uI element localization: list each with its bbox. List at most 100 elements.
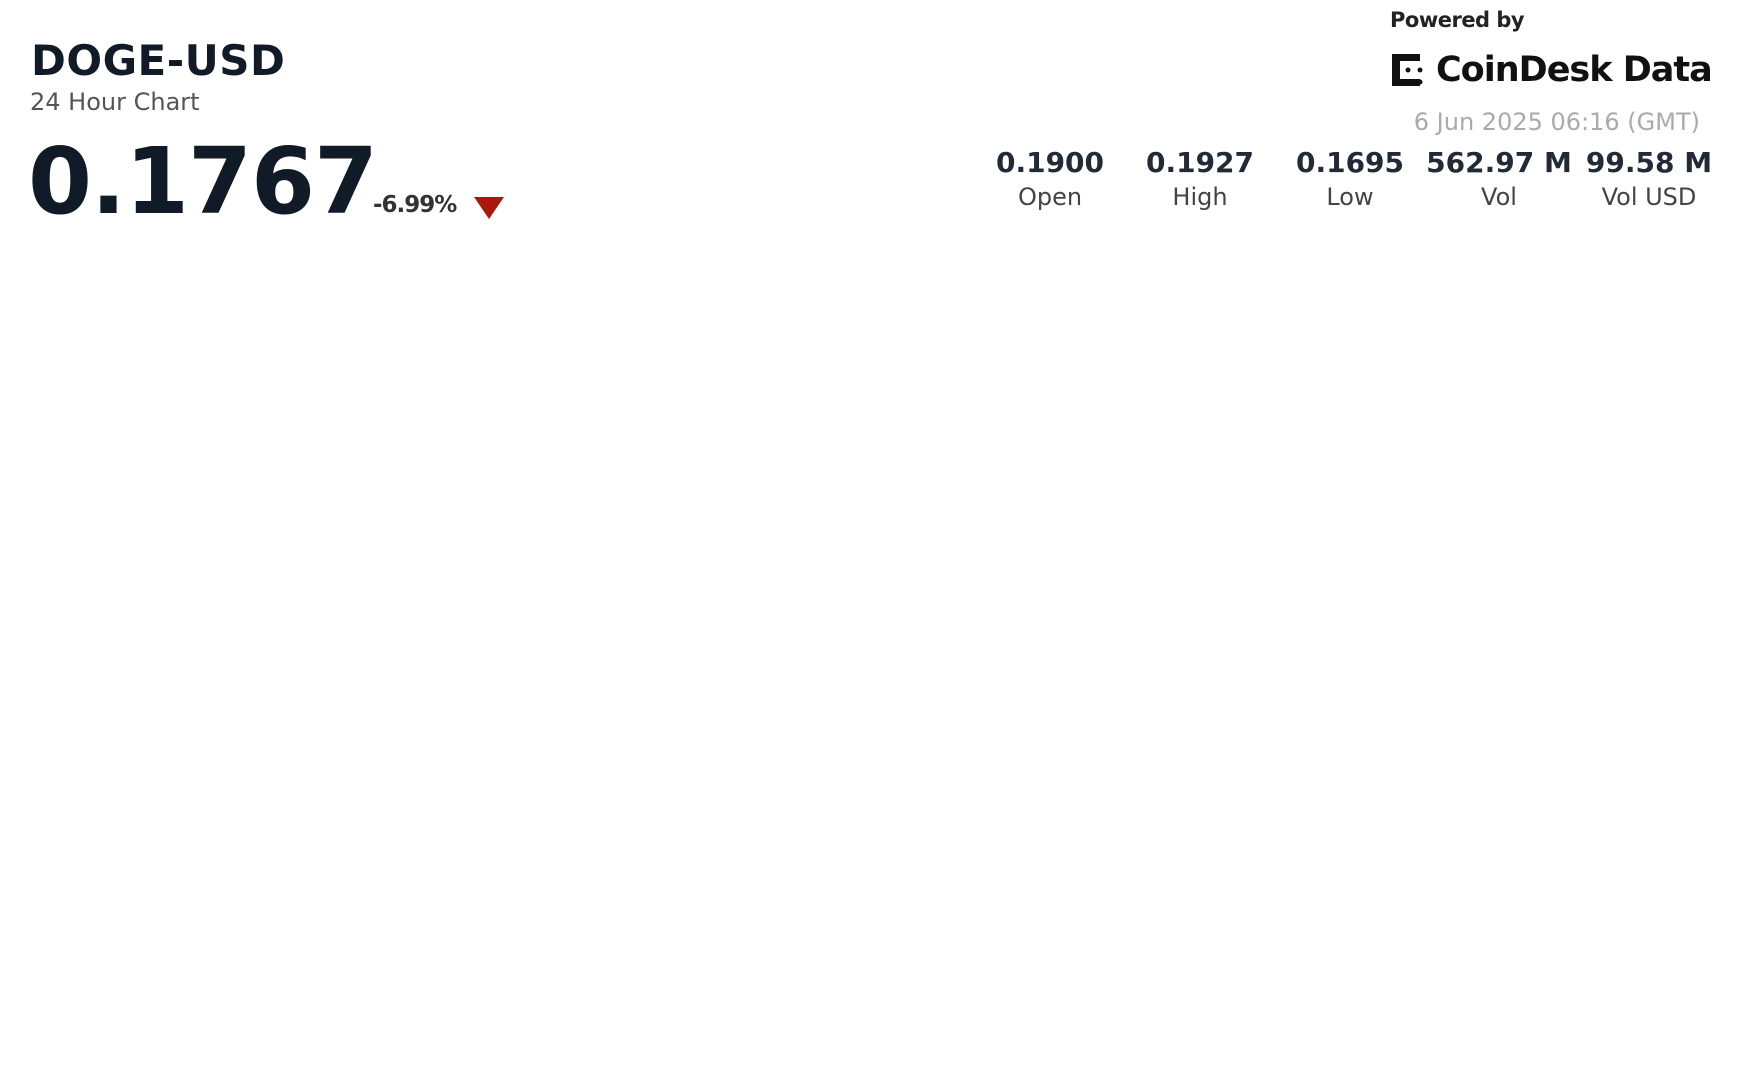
stat-label: Vol [1481,183,1517,211]
volume-bar [1442,1069,1452,1080]
volume-bar [1232,1063,1242,1080]
volume-bar [1170,1040,1180,1080]
volume-bar [82,1065,93,1080]
volume-bar [342,1042,352,1080]
x-tick-label: 18:00 [808,832,884,860]
volume-bar [1590,1059,1600,1080]
current-price: 0.1767 [28,128,378,235]
volume-bar [1689,991,1699,1080]
volume-tick-label: 20,000,000 [1562,829,1699,857]
stat-value: 0.1695 [1295,146,1405,179]
stat-label: Vol USD [1601,183,1697,211]
volume-bar [762,953,772,1080]
volume-bar [453,1052,463,1080]
volume-bar [181,1061,191,1080]
volume-bar [490,1070,500,1080]
volume-bar [1355,1063,1366,1080]
volume-bar [1491,1076,1502,1080]
volume-bar [292,1066,303,1080]
volume-bar [997,986,1007,1080]
volume-bar [267,1075,278,1080]
volume-bar [1738,1036,1746,1080]
volume-bar [1256,1043,1267,1080]
volume-bar [1096,1021,1106,1080]
volume-bar [576,1045,587,1080]
volume-bar [923,1021,933,1080]
volume-bar [1516,1058,1526,1080]
volume-bar [329,1076,340,1080]
stat-vol: 562.97 M Vol [1424,146,1574,211]
volume-bar [416,1023,426,1080]
volume-bar [626,1061,636,1080]
stat-low: 0.1695 Low [1275,146,1425,211]
stat-high: 0.1927 High [1125,146,1275,211]
stat-vol-usd: 99.58 M Vol USD [1574,146,1724,211]
volume-bar [1714,1056,1724,1080]
volume-bar [1652,1071,1662,1080]
volume-bar [1429,1070,1440,1080]
volume-bar [1405,1065,1415,1080]
volume-bar [1528,1058,1539,1080]
down-triangle-icon [474,197,504,219]
volume-bar [8,1064,18,1080]
volume-bar [675,1074,686,1080]
y-tick-label: 0.18 [1672,510,1729,536]
volume-bar [119,1066,130,1080]
volume-bar [1194,1025,1205,1080]
stat-value: 0.1900 [995,146,1105,179]
stat-label: Open [1017,183,1083,211]
volume-bar [403,1076,414,1080]
volume-bar [910,1069,921,1080]
x-tick-label: 12:00 [363,832,439,860]
x-tick-label: 00:00 [1253,832,1329,860]
volume-bar [1108,1002,1118,1080]
volume-bar [811,1051,822,1080]
volume-bar [317,1076,327,1080]
volume-bar [836,1040,846,1080]
volume-bar [1454,1058,1464,1080]
logo-text: CoinDesk Data [1436,50,1713,90]
volume-bar [1281,1064,1291,1080]
volume-bar [1244,1056,1254,1080]
chart-subtitle: 24 Hour Chart [30,88,200,116]
volume-bar [749,967,760,1080]
volume-bar [1145,1014,1155,1080]
volume-bar [465,1057,476,1080]
volume-bar [898,1061,908,1080]
volume-bar [774,981,785,1080]
volume-bar [589,1059,599,1080]
stat-open: 0.1900 Open [975,146,1125,211]
stat-label: High [1172,183,1228,211]
y-tick-label: 0.19 [1672,292,1729,318]
volume-bar [947,792,958,1080]
volume-bar [1466,1065,1477,1080]
volume-bar [1306,1053,1316,1080]
coindesk-logo-mark-icon [1392,54,1423,86]
volume-bar [1009,946,1020,1080]
volume-bar [725,988,735,1080]
volume-bar [1503,1070,1514,1080]
stat-value: 99.58 M [1585,146,1713,179]
x-tick-mark [1734,800,1738,804]
coindesk-data-logo: CoinDesk Data [1390,50,1713,90]
volume-bar [1071,930,1081,1080]
volume-bar [935,623,945,1080]
volume-bar [20,1072,31,1080]
axis-labels: 0.19 0.18 0.17 20,000,000 12:00 18:00 00:00 06:… [363,292,1746,860]
volume-bar [1058,985,1069,1080]
volume-bar [440,1065,451,1080]
volume-bar [787,1043,797,1080]
volume-bars [0,623,1746,1080]
volume-bar [1133,1005,1143,1080]
volume-bar [1479,1070,1489,1080]
volume-bar [1021,870,1032,1080]
volume-bar [1367,1070,1378,1080]
volume-bar [638,1076,649,1080]
volume-bar [1565,1046,1576,1080]
volume-bar [1701,1044,1712,1080]
x-tick-mark [1289,800,1293,804]
volume-bar [885,1039,896,1080]
volume-bar [1330,1026,1341,1080]
volume-bar [1157,1044,1168,1080]
powered-by-label: Powered by [1390,8,1525,32]
